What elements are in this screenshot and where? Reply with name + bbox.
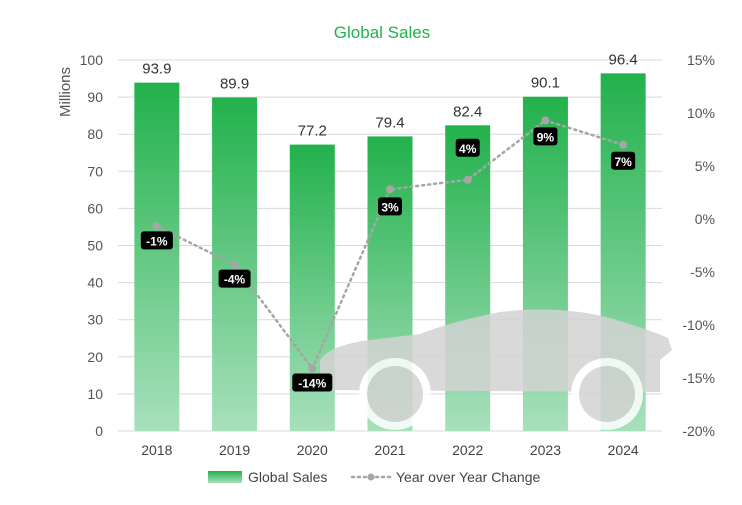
yoy-label: 4%: [455, 138, 480, 157]
legend-label-sales: Global Sales: [248, 469, 327, 485]
yoy-point: [619, 140, 628, 149]
yoy-point: [463, 175, 472, 184]
yoy-label: 3%: [378, 197, 402, 216]
x-tick-label: 2022: [452, 442, 483, 458]
yoy-label-box: [611, 151, 636, 170]
y2-tick-label: 15%: [687, 52, 715, 68]
x-axis-ticks: 2018 2019 2020 2021 2022 2023 2024: [141, 442, 639, 458]
x-tick-label: 2019: [219, 442, 250, 458]
x-tick-label: 2021: [374, 442, 405, 458]
yoy-label-text: -4%: [224, 273, 246, 287]
yoy-label: 7%: [611, 151, 636, 170]
bar-value-label: 79.4: [375, 114, 404, 131]
yoy-label-box: [378, 197, 402, 216]
bar-value-label: 90.1: [531, 75, 560, 92]
bar-value-label: 82.4: [453, 103, 482, 120]
y2-axis-ticks: -20% -15% -10% -5% 0% 5% 10% 15%: [682, 52, 715, 439]
yoy-label-box: [218, 269, 251, 288]
legend-item-sales: Global Sales: [208, 469, 327, 485]
legend-item-yoy: Year over Year Change: [350, 469, 540, 485]
y-tick-label: 0: [95, 423, 103, 439]
x-tick-label: 2020: [297, 442, 328, 458]
legend-marker-yoy: [367, 473, 375, 481]
bar-value-label: 89.9: [220, 75, 249, 92]
x-tick-label: 2024: [608, 442, 639, 458]
y-tick-label: 50: [87, 238, 103, 254]
yoy-label-box: [533, 127, 558, 146]
yoy-label-text: 3%: [381, 200, 399, 214]
yoy-label-box: [455, 138, 480, 157]
y-tick-label: 80: [87, 126, 103, 142]
y2-tick-label: -10%: [682, 317, 715, 333]
y2-tick-label: 5%: [695, 158, 715, 174]
yoy-label: 9%: [533, 127, 558, 146]
y-tick-label: 30: [87, 312, 103, 328]
yoy-point: [386, 185, 394, 194]
yoy-label: -1%: [140, 231, 173, 250]
y-tick-label: 20: [87, 349, 103, 365]
yoy-label-text: 9%: [537, 130, 555, 144]
legend-swatch-sales: [208, 471, 242, 483]
yoy-label-box: [292, 373, 333, 392]
y-tick-label: 60: [87, 200, 103, 216]
chart-title: Global Sales: [334, 23, 430, 42]
bar-value-label: 96.4: [609, 51, 638, 68]
y2-tick-label: 0%: [695, 211, 715, 227]
y-axis-ticks: 0 10 20 30 40 50 60 70 80 90 100: [80, 52, 104, 439]
y-tick-label: 70: [87, 163, 103, 179]
y-axis-label: Millions: [57, 67, 74, 117]
yoy-label-text: 4%: [459, 142, 477, 156]
y-tick-label: 100: [80, 52, 104, 68]
yoy-point: [230, 260, 239, 269]
bar: [134, 82, 180, 432]
yoy-point: [308, 364, 317, 373]
y-tick-label: 40: [87, 275, 103, 291]
car-silhouette-icon: [320, 309, 672, 430]
yoy-percent-labels: -1% -4% -14% 3% 4% 9% 7%: [140, 127, 636, 392]
legend: Global Sales Year over Year Change: [208, 469, 540, 485]
yoy-label: -14%: [292, 373, 333, 392]
bar-value-label: 93.9: [142, 61, 171, 78]
bar-value-label: 77.2: [298, 123, 327, 140]
yoy-line-series: [152, 116, 628, 373]
y2-tick-label: -15%: [682, 370, 715, 386]
x-tick-label: 2018: [141, 442, 172, 458]
y2-tick-label: -20%: [682, 423, 715, 439]
x-tick-label: 2023: [530, 442, 561, 458]
yoy-label-text: -14%: [298, 376, 326, 390]
yoy-point: [152, 222, 161, 231]
yoy-label-box: [140, 231, 173, 250]
y2-tick-label: 10%: [687, 105, 715, 121]
yoy-point: [541, 116, 550, 125]
bar-value-labels: 93.9 89.9 77.2 79.4 82.4 90.1 96.4: [142, 51, 637, 139]
y-tick-label: 10: [87, 386, 103, 402]
yoy-label-text: 7%: [614, 155, 632, 169]
legend-label-yoy: Year over Year Change: [396, 469, 540, 485]
yoy-label: -4%: [218, 269, 251, 288]
yoy-label-text: -1%: [146, 234, 168, 248]
y2-tick-label: -5%: [690, 264, 715, 280]
y-tick-label: 90: [87, 89, 103, 105]
